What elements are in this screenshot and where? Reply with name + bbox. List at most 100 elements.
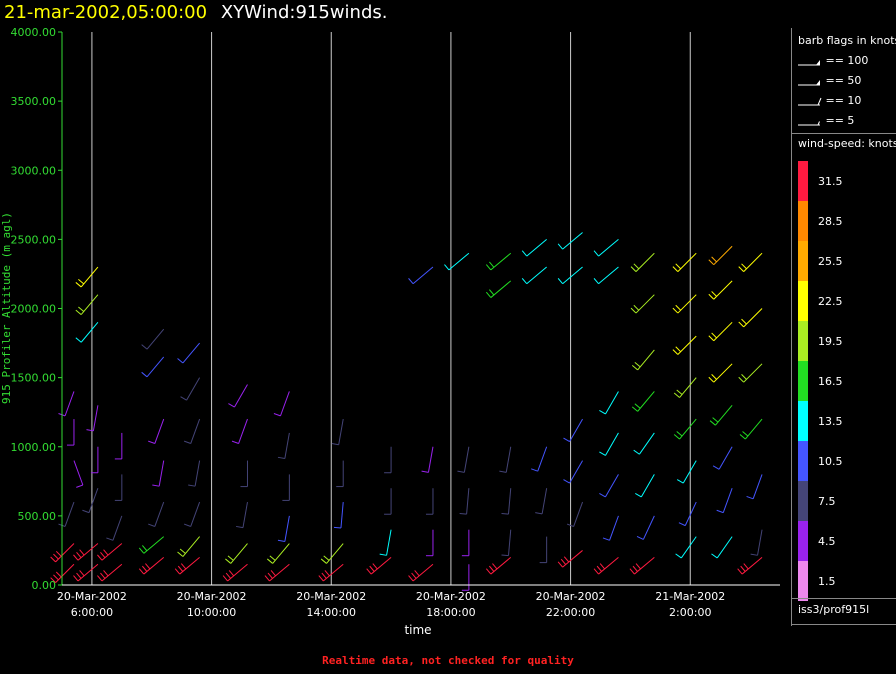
barb-sample-icon [798,80,820,86]
wind-barb [535,488,548,515]
y-tick-label: 1500.00 [11,372,57,385]
barb-legend-label: == 50 [822,74,862,87]
wind-barb [138,556,165,575]
wind-barb [750,529,763,556]
barb-legend-title: barb flags in knots [798,34,896,47]
wind-barb [539,536,548,564]
wind-barb [593,238,619,257]
wind-barb [676,460,697,484]
wind-barb [566,501,584,527]
wind-barb [86,405,99,432]
barb-sample-icon [798,121,820,126]
wind-barb [177,536,200,557]
y-tick-label: 3000.00 [11,164,57,177]
wind-barb [672,335,697,355]
wind-barb [633,432,655,455]
speed-label: 28.5 [818,215,843,228]
wind-barb [58,501,75,527]
wind-barb [50,543,75,563]
wind-barb [75,322,99,343]
wind-barb [264,563,290,582]
wind-barb [457,446,470,473]
x-tick-time: 2:00:00 [669,606,711,619]
speed-color-swatch [798,201,808,241]
y-tick-label: 500.00 [18,510,57,523]
wind-barb [114,474,123,501]
wind-barb [90,446,99,474]
wind-barb [183,501,201,527]
wind-barb [320,543,344,564]
wind-barb [738,308,763,328]
x-tick-time: 18:00:00 [426,606,475,619]
wind-barb [599,432,619,456]
y-tick-label: 2000.00 [11,303,57,316]
wind-barb [531,446,548,472]
wind-barb [672,252,697,272]
wind-barb [708,363,733,383]
wind-barb [501,488,512,515]
wind-barb [716,488,733,514]
wind-barb [141,328,165,350]
x-tick-date: 20-Mar-2002 [296,590,366,603]
wind-barb [222,563,248,582]
wind-barb [746,474,763,500]
barb-legend-item: == 10 [798,94,861,108]
speed-legend-title: wind-speed: knots [798,137,896,150]
wind-barb [563,418,583,443]
y-tick-labels: 0.00 500.00 1000.00 1500.00 2000.00 2500.00 30… [11,26,62,592]
wind-barb [459,488,470,515]
wind-barb [593,266,619,285]
wind-barb [97,563,123,582]
quality-notice: Realtime data, not checked for quality [322,654,574,667]
wind-barb [180,377,201,401]
wind-barb [499,446,512,473]
wind-barb [97,543,123,561]
wind-barb [225,543,248,564]
legend-divider-2 [792,598,896,599]
wind-barb [630,294,655,314]
wind-barb [58,391,75,417]
speed-label: 10.5 [818,455,843,468]
wind-barb [425,529,434,557]
barb-legend-item: == 100 [798,54,868,68]
wind-barb [737,556,763,575]
wind-barb [384,446,392,474]
wind-barb [148,418,165,445]
wind-barb [240,460,248,488]
wind-plot: 0.00 500.00 1000.00 1500.00 2000.00 2500.00 30… [0,26,780,637]
x-tick-date: 20-Mar-2002 [177,590,247,603]
wind-barb [557,550,583,568]
x-axis-label: time [404,623,431,637]
x-tick-date: 20-Mar-2002 [416,590,486,603]
wind-barbs [50,232,763,591]
x-tick-time: 6:00:00 [71,606,113,619]
wind-barb [408,563,434,582]
speed-label: 31.5 [818,175,843,188]
wind-barb [379,529,392,556]
wind-barb [629,556,655,575]
speed-color-swatch [798,441,808,481]
wind-barb [425,488,434,515]
wind-barb [188,460,201,487]
wind-barb [557,266,583,285]
y-axis-label: 915 Profiler Altitude (m agl) [0,212,13,404]
speed-label: 7.5 [818,495,836,508]
speed-label: 25.5 [818,255,843,268]
wind-barb [678,501,697,527]
wind-barb [557,232,583,250]
wind-barb [444,252,470,271]
wind-barb [738,363,763,383]
speed-label: 22.5 [818,295,843,308]
wind-barb [66,419,75,446]
wind-barb [141,356,165,378]
barb-legend-label: == 100 [822,54,869,67]
wind-barb [231,418,248,445]
barb-legend-item: == 5 [798,114,854,128]
y-tick-label: 1000.00 [11,441,57,454]
wind-barb [183,418,201,445]
speed-color-swatch [798,361,808,401]
station-label: iss3/prof915l [798,603,870,616]
y-tick-label: 2500.00 [11,233,57,246]
wind-barb [75,294,99,315]
wind-barb [75,266,99,288]
